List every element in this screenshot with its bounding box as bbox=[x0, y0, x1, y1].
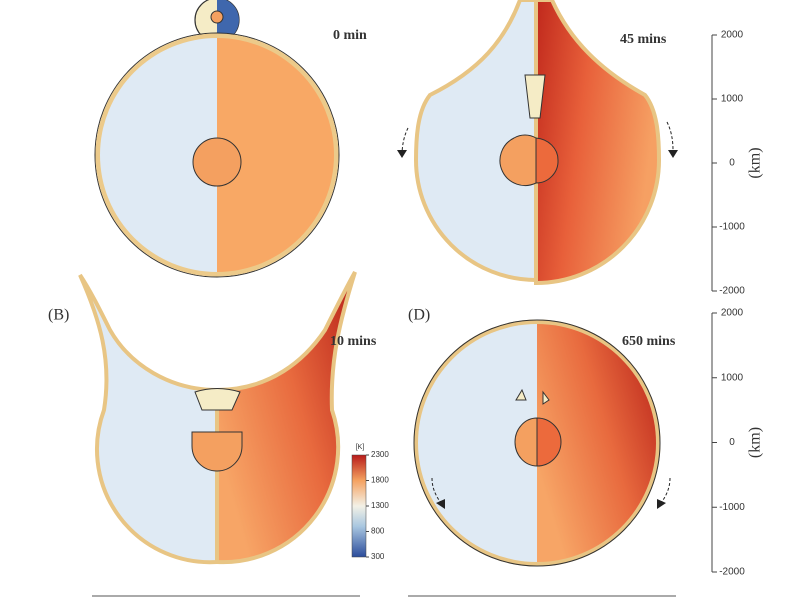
colorbar bbox=[351, 454, 367, 558]
y-tick-label: 1000 bbox=[721, 94, 744, 105]
panel-time: 45 mins bbox=[620, 32, 667, 47]
colorbar-tick-label: 800 bbox=[371, 527, 385, 536]
panel-time: 10 mins bbox=[330, 334, 377, 349]
axis-label: (km) bbox=[747, 147, 764, 178]
colorbar-tick-label: 1800 bbox=[371, 476, 389, 485]
panel-time: 650 mins bbox=[622, 334, 676, 349]
y-tick-label: -2000 bbox=[719, 567, 745, 578]
panel-0min: 0 min bbox=[94, 0, 367, 278]
axis-label: (km) bbox=[747, 427, 764, 458]
panel-time: 0 min bbox=[333, 28, 367, 43]
colorbar-tick-label: 1300 bbox=[371, 501, 389, 510]
colorbar-tick-label: 2300 bbox=[371, 450, 389, 459]
panel-650mins: (D) 650 mins bbox=[408, 307, 676, 567]
y-tick-label: -1000 bbox=[719, 502, 745, 513]
colorbar-tick-label: 300 bbox=[371, 552, 385, 561]
panel-label: (D) bbox=[408, 307, 430, 324]
y-tick-label: 0 bbox=[729, 437, 735, 448]
y-tick-label: 1000 bbox=[721, 372, 744, 383]
panel-10mins: (B) 10 mins bbox=[48, 271, 377, 565]
y-tick-label: 0 bbox=[729, 158, 735, 169]
colorbar-label: [K] bbox=[356, 444, 365, 451]
panel-label: (B) bbox=[48, 307, 69, 324]
y-tick-label: -1000 bbox=[719, 222, 745, 233]
y-tick-label: 2000 bbox=[721, 308, 744, 319]
y-tick-label: -2000 bbox=[719, 286, 745, 297]
y-tick-label: 2000 bbox=[721, 30, 744, 41]
panel-45mins: 45 mins bbox=[397, 0, 678, 286]
